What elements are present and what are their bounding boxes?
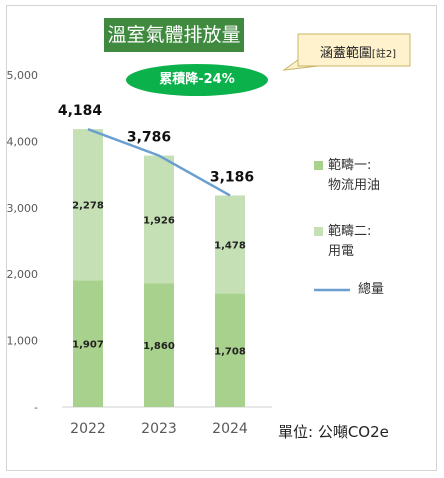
scope-note-ref: [註2] <box>371 49 397 60</box>
x-tick-label-2024: 2024 <box>212 421 248 437</box>
legend-scope2-line1: 範疇二: <box>328 224 372 239</box>
legend-swatch-scope2 <box>314 227 323 236</box>
legend-swatches <box>314 161 350 292</box>
bar-value-label: 1,907 <box>72 340 104 351</box>
legend-scope1-line1: 範疇一: <box>328 158 372 173</box>
y-tick-label: 3,000 <box>7 202 39 215</box>
reduction-badge: 累積降-24% <box>126 64 268 96</box>
legend-label-total: 總量 <box>358 282 385 297</box>
bar-segment-scope1-2024 <box>215 293 245 407</box>
legend-swatch-scope1 <box>314 161 323 170</box>
chart-frame <box>6 5 437 471</box>
total-line <box>87 128 231 197</box>
bar-segment-scope2-2023 <box>144 155 174 284</box>
bar-segment-scope2-2024 <box>215 195 245 294</box>
scope-note-main: 涵蓋範圍 <box>319 46 372 61</box>
x-tick-label-2022: 2022 <box>70 421 106 437</box>
bar-segment-scope1-2023 <box>144 283 174 407</box>
bar-value-label: 1,478 <box>214 241 246 252</box>
total-value-label-2022: 4,184 <box>58 103 103 119</box>
scope-note-text: 涵蓋範圍[註2] <box>304 42 412 61</box>
y-axis-ticks: - 1,000 2,000 3,000 4,000 5,000 <box>7 69 39 414</box>
bar-segment-scope1-2022 <box>73 280 103 407</box>
x-tick-label-2023: 2023 <box>141 421 177 437</box>
y-tick-label: 4,000 <box>7 135 39 148</box>
y-tick-label: 5,000 <box>7 69 39 82</box>
callout-shape <box>282 33 411 71</box>
legend-scope2-line2: 用電 <box>328 244 355 259</box>
bar-value-label: 1,926 <box>143 216 175 227</box>
y-tick-label: 2,000 <box>7 268 39 281</box>
scope-note-callout: 涵蓋範圍[註2] <box>282 30 414 72</box>
legend-scope1-line2: 物流用油 <box>328 178 381 193</box>
unit-label: 單位: 公噸CO2e <box>278 423 389 441</box>
bar-segment-scope2-2022 <box>73 129 103 281</box>
bar-group: 1,907 2,278 1,860 1,926 1,708 1,478 <box>72 129 246 407</box>
y-tick-label: 1,000 <box>7 335 39 348</box>
bar-value-label: 2,278 <box>72 201 104 212</box>
bar-value-label: 1,708 <box>214 346 246 357</box>
bar-value-label: 1,860 <box>143 341 175 352</box>
legend-label-scope1: 範疇一: 物流用油 <box>328 156 380 196</box>
total-value-label-2024: 3,186 <box>210 169 254 185</box>
y-tick-label: - <box>34 401 38 414</box>
total-line-group: 4,184 3,786 3,186 <box>58 103 254 197</box>
chart-title: 溫室氣體排放量 <box>104 18 244 52</box>
x-axis-labels: 2022 2023 2024 <box>70 421 248 437</box>
total-value-label-2023: 3,786 <box>127 130 171 146</box>
legend-label-scope2: 範疇二: 用電 <box>328 222 371 262</box>
